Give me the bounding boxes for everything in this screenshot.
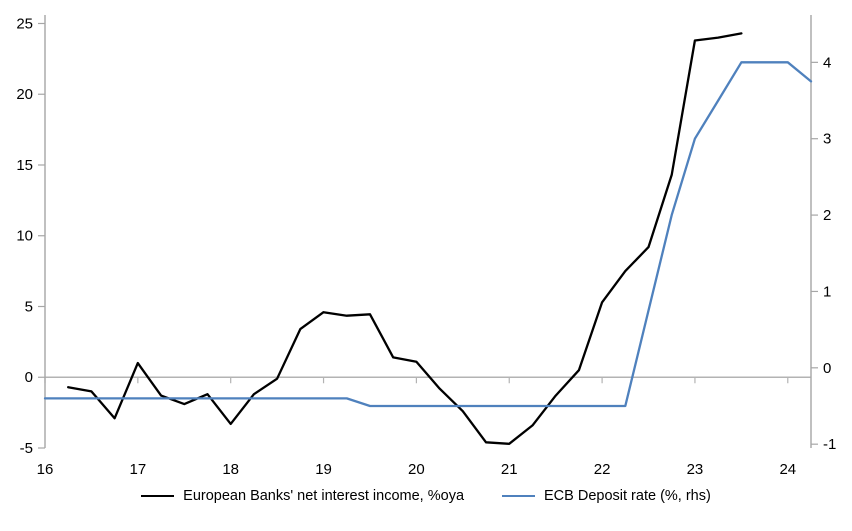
ecb-line-swatch-icon [502,494,536,498]
legend-label-ecb: ECB Deposit rate (%, rhs) [544,488,711,504]
left-axis-tick-label: 5 [25,298,33,315]
left-axis-tick-label: 20 [16,86,33,103]
x-axis-tick-label: 24 [779,461,796,478]
right-axis-tick-label: 4 [823,54,831,71]
left-axis-tick-label: 0 [25,369,33,386]
right-axis-tick-label: 1 [823,283,831,300]
x-axis-tick-label: 21 [501,461,518,478]
chart-legend: European Banks' net interest income, %oy… [0,488,852,504]
left-axis-tick-label: 15 [16,157,33,174]
x-axis-tick-label: 19 [315,461,332,478]
x-axis-tick-label: 22 [594,461,611,478]
legend-item-ecb: ECB Deposit rate (%, rhs) [502,488,711,504]
x-axis-tick-label: 23 [687,461,704,478]
left-axis-tick-label: 25 [16,15,33,32]
x-axis-tick-label: 16 [37,461,54,478]
x-axis-tick-label: 17 [130,461,147,478]
series-line-nii [67,32,743,445]
left-axis-tick-label: -5 [20,440,33,457]
left-axis-tick-label: 10 [16,228,33,245]
x-axis-tick-label: 20 [408,461,425,478]
legend-item-nii: European Banks' net interest income, %oy… [141,488,464,504]
legend-label-nii: European Banks' net interest income, %oy… [183,488,465,504]
right-axis-tick-label: -1 [823,436,836,453]
nii-line-swatch-icon [141,494,175,498]
x-axis-tick-label: 18 [222,461,239,478]
series-line-ecb [43,61,813,408]
right-axis-tick-label: 3 [823,131,831,148]
right-axis-tick-label: 2 [823,207,831,224]
right-axis-tick-label: 0 [823,360,831,377]
